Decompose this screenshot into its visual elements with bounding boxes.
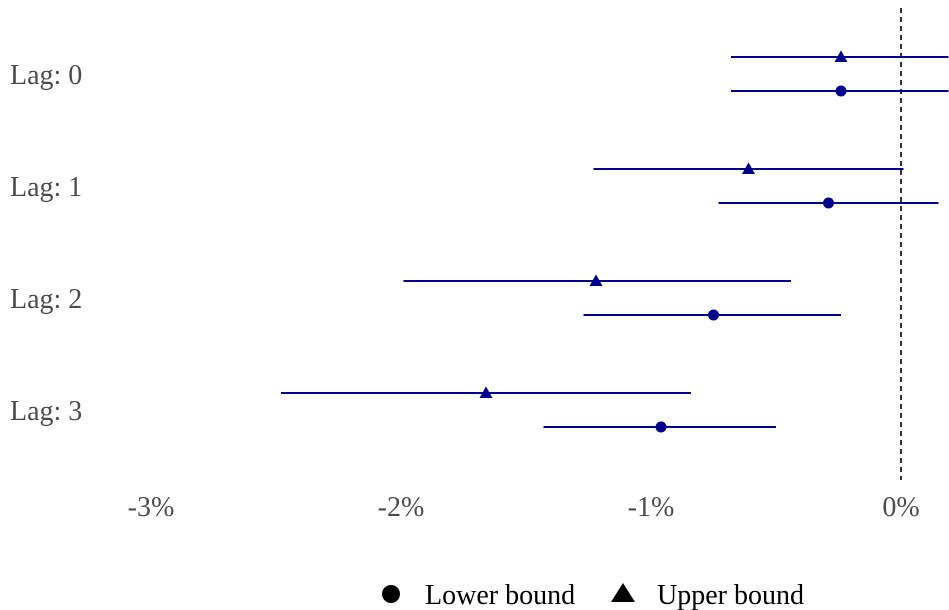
x-tick-label-1: -1% <box>628 492 675 523</box>
x-tick-label-0: 0% <box>882 492 919 523</box>
legend: Lower bound Upper bound <box>382 580 804 610</box>
point-upper-bound-lag-1 <box>742 162 755 174</box>
x-axis-tick-labels: -3% -2% -1% 0% <box>128 492 920 523</box>
category-label-lag-3: Lag: 3 <box>10 396 82 427</box>
point-lower-bound-lag-2 <box>708 309 719 321</box>
chart-marks <box>281 50 949 433</box>
point-upper-bound-lag-0 <box>834 50 848 62</box>
legend-label-upper-bound: Upper bound <box>657 580 804 610</box>
category-label-lag-1: Lag: 1 <box>10 172 82 203</box>
point-upper-bound-lag-3 <box>479 386 493 398</box>
x-tick-label-3: -3% <box>128 492 175 523</box>
legend-key-lower-bound <box>382 585 400 603</box>
category-label-lag-2: Lag: 2 <box>10 284 82 315</box>
point-lower-bound-lag-3 <box>655 421 667 433</box>
x-tick-label-2: -2% <box>378 492 425 523</box>
legend-key-upper-bound <box>611 583 635 602</box>
category-label-lag-0: Lag: 0 <box>10 60 82 91</box>
legend-label-lower-bound: Lower bound <box>425 580 575 610</box>
point-upper-bound-lag-2 <box>589 274 603 286</box>
category-labels: Lag: 0 Lag: 1 Lag: 2 Lag: 3 <box>10 60 82 427</box>
point-lower-bound-lag-0 <box>835 85 847 97</box>
point-lower-bound-lag-1 <box>823 197 834 209</box>
